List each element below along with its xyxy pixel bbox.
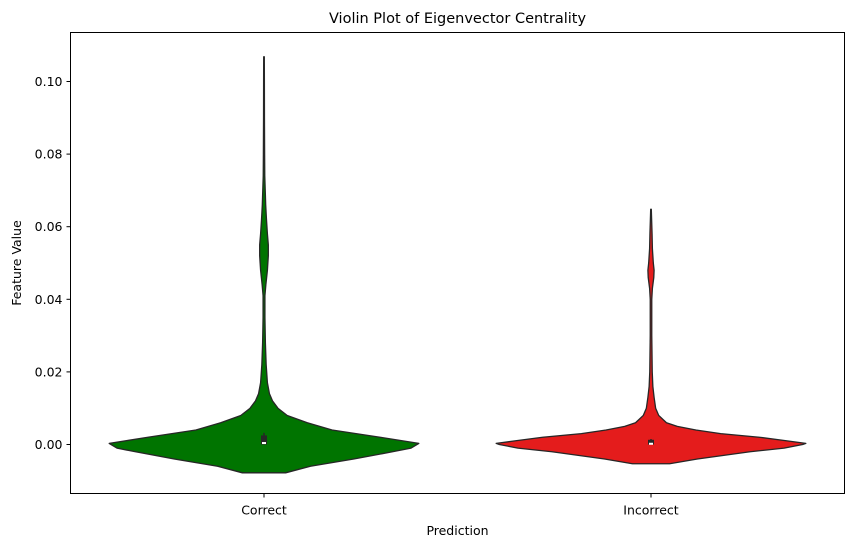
violin-iqr-box-incorrect [648, 439, 654, 445]
y-axis: 0.00 0.02 0.04 0.06 0.08 0.10 [35, 74, 71, 452]
x-axis: Correct Incorrect [241, 493, 679, 518]
x-tick-label: Correct [241, 503, 287, 518]
plot-frame [70, 32, 845, 494]
y-tick-label: 0.02 [35, 364, 63, 379]
y-tick-label: 0.06 [35, 219, 63, 234]
y-axis-label: Feature Value [9, 220, 24, 306]
violin-body-correct [108, 56, 420, 474]
x-axis-label: Prediction [426, 523, 488, 538]
violin-median-correct [262, 442, 266, 445]
y-tick-label: 0.10 [35, 74, 63, 89]
y-tick-label: 0.08 [35, 147, 63, 162]
violin-iqr-box-correct [261, 435, 267, 445]
violin-body-incorrect [495, 208, 807, 465]
x-tick-label: Incorrect [623, 503, 678, 518]
violins-layer [108, 56, 807, 474]
y-tick-label: 0.00 [35, 437, 63, 452]
chart-title: Violin Plot of Eigenvector Centrality [329, 11, 586, 27]
y-tick-label: 0.04 [35, 292, 63, 307]
violin-median-incorrect [649, 442, 653, 445]
